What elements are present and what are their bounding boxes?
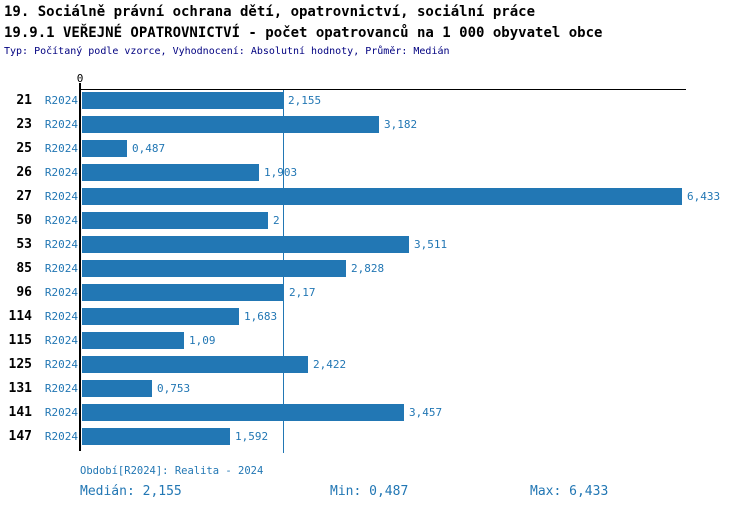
row-category-label: 27 bbox=[16, 189, 32, 204]
bar bbox=[82, 188, 682, 205]
bar bbox=[82, 260, 346, 277]
row-series-label: R2024 bbox=[44, 382, 78, 395]
row-series-label: R2024 bbox=[44, 286, 78, 299]
bar-value-label: 0,753 bbox=[157, 382, 191, 395]
bar bbox=[82, 380, 152, 397]
bar-value-label: 3,511 bbox=[414, 238, 448, 251]
row-series-label: R2024 bbox=[44, 118, 78, 131]
row-series-label: R2024 bbox=[44, 190, 78, 203]
median-stat: Medián: 2,155 bbox=[80, 484, 182, 499]
report-subtitle: Typ: Počítaný podle vzorce, Vyhodnocení:… bbox=[4, 46, 450, 57]
row-series-label: R2024 bbox=[44, 166, 78, 179]
x-axis-zero-label: 0 bbox=[76, 72, 84, 85]
row-category-label: 25 bbox=[16, 141, 32, 156]
row-series-label: R2024 bbox=[44, 142, 78, 155]
bar-value-label: 3,457 bbox=[409, 406, 443, 419]
row-series-label: R2024 bbox=[44, 214, 78, 227]
row-series-label: R2024 bbox=[44, 358, 78, 371]
row-category-label: 85 bbox=[16, 261, 32, 276]
row-category-label: 147 bbox=[8, 429, 32, 444]
bar bbox=[82, 212, 268, 229]
bar-value-label: 1,592 bbox=[235, 430, 269, 443]
bar-value-label: 1,09 bbox=[189, 334, 216, 347]
bar-value-label: 2,422 bbox=[313, 358, 347, 371]
row-category-label: 114 bbox=[8, 309, 32, 324]
row-series-label: R2024 bbox=[44, 406, 78, 419]
bar bbox=[82, 284, 284, 301]
row-category-label: 125 bbox=[8, 357, 32, 372]
bar-value-label: 2,828 bbox=[351, 262, 385, 275]
period-label: Období[R2024]: Realita - 2024 bbox=[80, 465, 264, 477]
row-category-label: 26 bbox=[16, 165, 32, 180]
min-stat: Min: 0,487 bbox=[330, 484, 409, 499]
max-stat: Max: 6,433 bbox=[530, 484, 609, 499]
bar bbox=[82, 140, 127, 157]
row-category-label: 141 bbox=[8, 405, 32, 420]
report-title-line1: 19. Sociálně právní ochrana dětí, opatro… bbox=[4, 4, 536, 20]
bar-value-label: 6,433 bbox=[687, 190, 721, 203]
bar-value-label: 2,17 bbox=[289, 286, 316, 299]
bar-value-label: 0,487 bbox=[132, 142, 166, 155]
bar bbox=[82, 428, 230, 445]
bar bbox=[82, 92, 283, 109]
row-series-label: R2024 bbox=[44, 334, 78, 347]
row-category-label: 131 bbox=[8, 381, 32, 396]
bar bbox=[82, 332, 184, 349]
bar bbox=[82, 116, 379, 133]
row-category-label: 53 bbox=[16, 237, 32, 252]
x-axis-line bbox=[80, 89, 686, 90]
row-category-label: 23 bbox=[16, 117, 32, 132]
bar bbox=[82, 356, 308, 373]
row-series-label: R2024 bbox=[44, 94, 78, 107]
row-series-label: R2024 bbox=[44, 262, 78, 275]
bar-value-label: 1,683 bbox=[244, 310, 278, 323]
bar-value-label: 1,903 bbox=[264, 166, 298, 179]
bar bbox=[82, 236, 409, 253]
bar bbox=[82, 308, 239, 325]
row-series-label: R2024 bbox=[44, 430, 78, 443]
row-category-label: 115 bbox=[8, 333, 32, 348]
row-category-label: 21 bbox=[16, 93, 32, 108]
bar-value-label: 2,155 bbox=[288, 94, 322, 107]
bar-value-label: 3,182 bbox=[384, 118, 418, 131]
bar bbox=[82, 164, 259, 181]
bar bbox=[82, 404, 404, 421]
report-title-line2: 19.9.1 VEŘEJNÉ OPATROVNICTVÍ - počet opa… bbox=[4, 25, 603, 41]
row-category-label: 96 bbox=[16, 285, 32, 300]
row-category-label: 50 bbox=[16, 213, 32, 228]
y-axis-line bbox=[79, 83, 81, 451]
row-series-label: R2024 bbox=[44, 238, 78, 251]
row-series-label: R2024 bbox=[44, 310, 78, 323]
bar-value-label: 2 bbox=[273, 214, 280, 227]
